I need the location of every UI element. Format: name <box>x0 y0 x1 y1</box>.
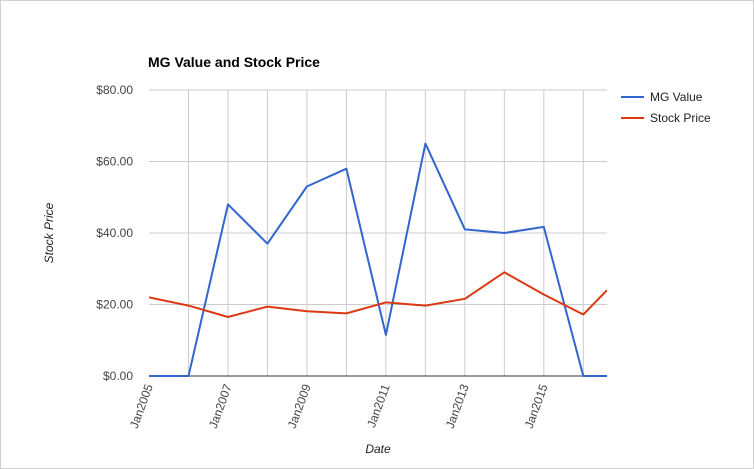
y-tick-label: $60.00 <box>96 155 133 169</box>
y-tick-label: $20.00 <box>96 298 133 312</box>
x-tick-label: Jan2011 <box>364 382 393 430</box>
series-line-mg-value <box>149 142 607 377</box>
legend-label: MG Value <box>650 90 703 104</box>
series-line-stock-price <box>149 271 607 318</box>
x-tick-label: Jan2013 <box>443 382 472 430</box>
y-tick-label: $40.00 <box>96 226 133 240</box>
x-tick-label: Jan2005 <box>127 382 156 430</box>
y-tick-label: $0.00 <box>103 369 133 383</box>
x-axis-title: Date <box>365 442 391 456</box>
x-tick-label: Jan2007 <box>206 382 235 430</box>
axes: $0.00 $20.00 $40.00 $60.00 $80.00 Jan2005 Jan2… <box>96 83 607 430</box>
legend-label: Stock Price <box>650 111 711 125</box>
chart-title: MG Value and Stock Price <box>148 54 320 70</box>
x-tick-label: Jan2015 <box>522 382 551 430</box>
x-tick-label: Jan2009 <box>285 382 314 430</box>
gridlines <box>149 89 607 376</box>
y-axis-title: Stock Price <box>42 202 56 263</box>
y-tick-label: $80.00 <box>96 83 133 97</box>
series-lines <box>149 142 607 377</box>
legend: MG Value Stock Price <box>621 90 711 125</box>
